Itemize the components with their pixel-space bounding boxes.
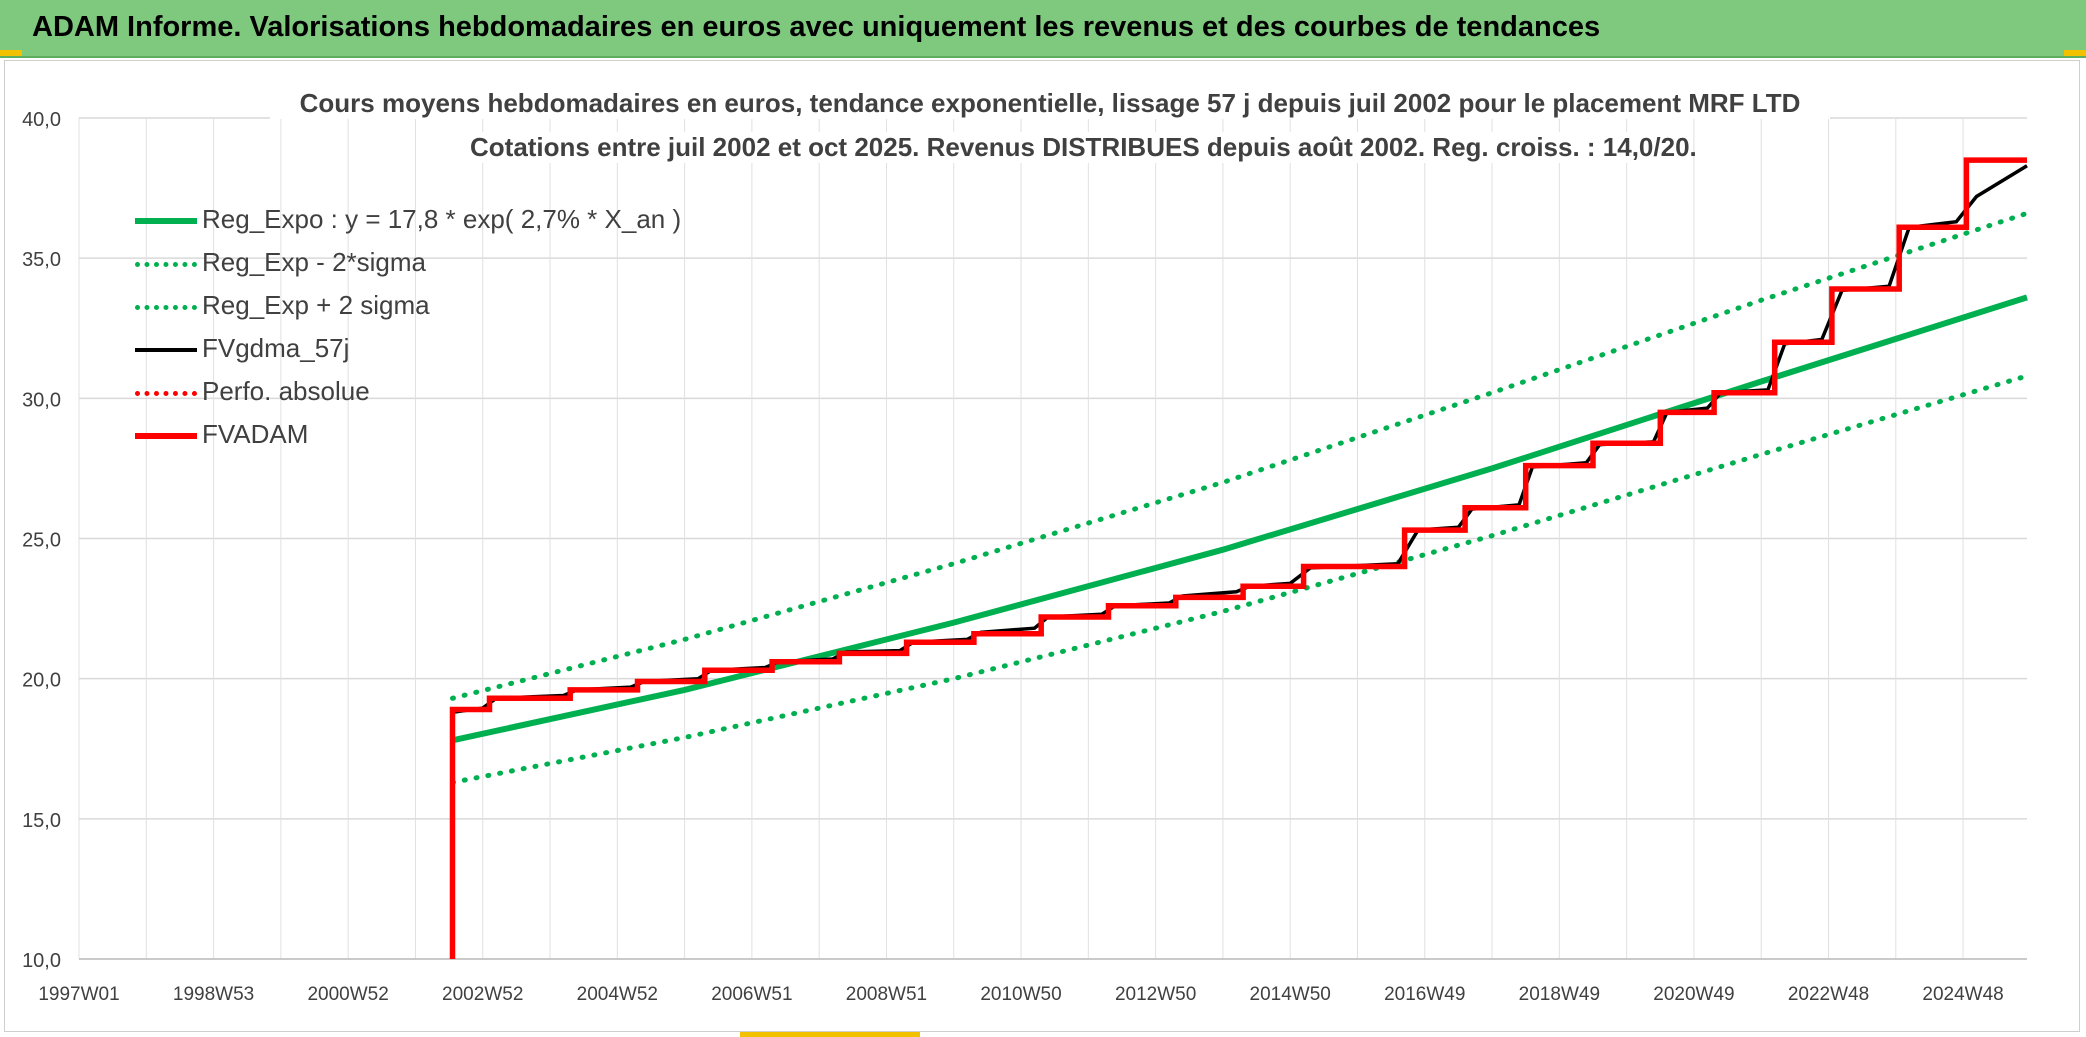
legend-label: Perfo. absolue	[202, 376, 370, 406]
series-line-1	[450, 373, 2030, 785]
x-tick-label: 2022W48	[1788, 984, 1869, 1005]
x-tick-label: 1998W53	[173, 984, 254, 1005]
x-tick-label: 2004W52	[577, 984, 658, 1005]
header-title: ADAM Informe. Valorisations hebdomadaire…	[32, 11, 1601, 43]
legend-label: Reg_Exp - 2*sigma	[202, 247, 426, 277]
chart-subtitle: Cotations entre juil 2002 et oct 2025. R…	[470, 132, 1697, 163]
series-line-2	[450, 210, 2030, 701]
x-tick-label: 2018W49	[1519, 984, 1600, 1005]
legend-label: Reg_Expo : y = 17,8 * exp( 2,7% * X_an )	[202, 204, 682, 234]
legend-label: FVADAM	[202, 419, 309, 449]
legend-label: FVgdma_57j	[202, 333, 350, 363]
chart-title: Cours moyens hebdomadaires en euros, ten…	[270, 88, 1830, 119]
y-tick-label: 30,0	[22, 389, 61, 411]
x-tick-label: 2000W52	[307, 984, 388, 1005]
legend-swatch	[135, 433, 197, 439]
legend-swatch	[135, 391, 197, 396]
y-tick-label: 35,0	[22, 249, 61, 271]
x-tick-label: 2012W50	[1115, 984, 1196, 1005]
y-tick-label: 10,0	[22, 950, 61, 972]
legend-swatch	[135, 348, 197, 352]
y-tick-label: 20,0	[22, 670, 61, 692]
corner-mark-left	[0, 50, 22, 56]
x-tick-label: 2008W51	[846, 984, 927, 1005]
corner-mark-right	[2064, 50, 2086, 56]
y-tick-label: 25,0	[22, 530, 61, 552]
header-bar: ADAM Informe. Valorisations hebdomadaire…	[0, 0, 2086, 58]
x-tick-label: 2016W49	[1384, 984, 1465, 1005]
series-line-0	[451, 294, 2028, 744]
x-tick-label: 2014W50	[1250, 984, 1331, 1005]
corner-mark-bottom	[740, 1031, 920, 1037]
x-tick-label: 2010W50	[980, 984, 1061, 1005]
series-line-5	[449, 157, 2027, 959]
y-tick-label: 15,0	[22, 810, 61, 832]
legend-swatch	[135, 262, 197, 267]
series-line-3	[452, 164, 2028, 715]
legend-swatch	[135, 218, 197, 224]
chart-frame	[4, 60, 2080, 1032]
y-tick-label: 40,0	[22, 109, 61, 131]
x-tick-label: 2020W49	[1653, 984, 1734, 1005]
legend-label: Reg_Exp + 2 sigma	[202, 290, 430, 320]
legend-swatch	[135, 305, 197, 310]
x-tick-label: 2002W52	[442, 984, 523, 1005]
x-tick-label: 2024W48	[1922, 984, 2003, 1005]
x-tick-label: 2006W51	[711, 984, 792, 1005]
x-tick-label: 1997W01	[38, 984, 119, 1005]
